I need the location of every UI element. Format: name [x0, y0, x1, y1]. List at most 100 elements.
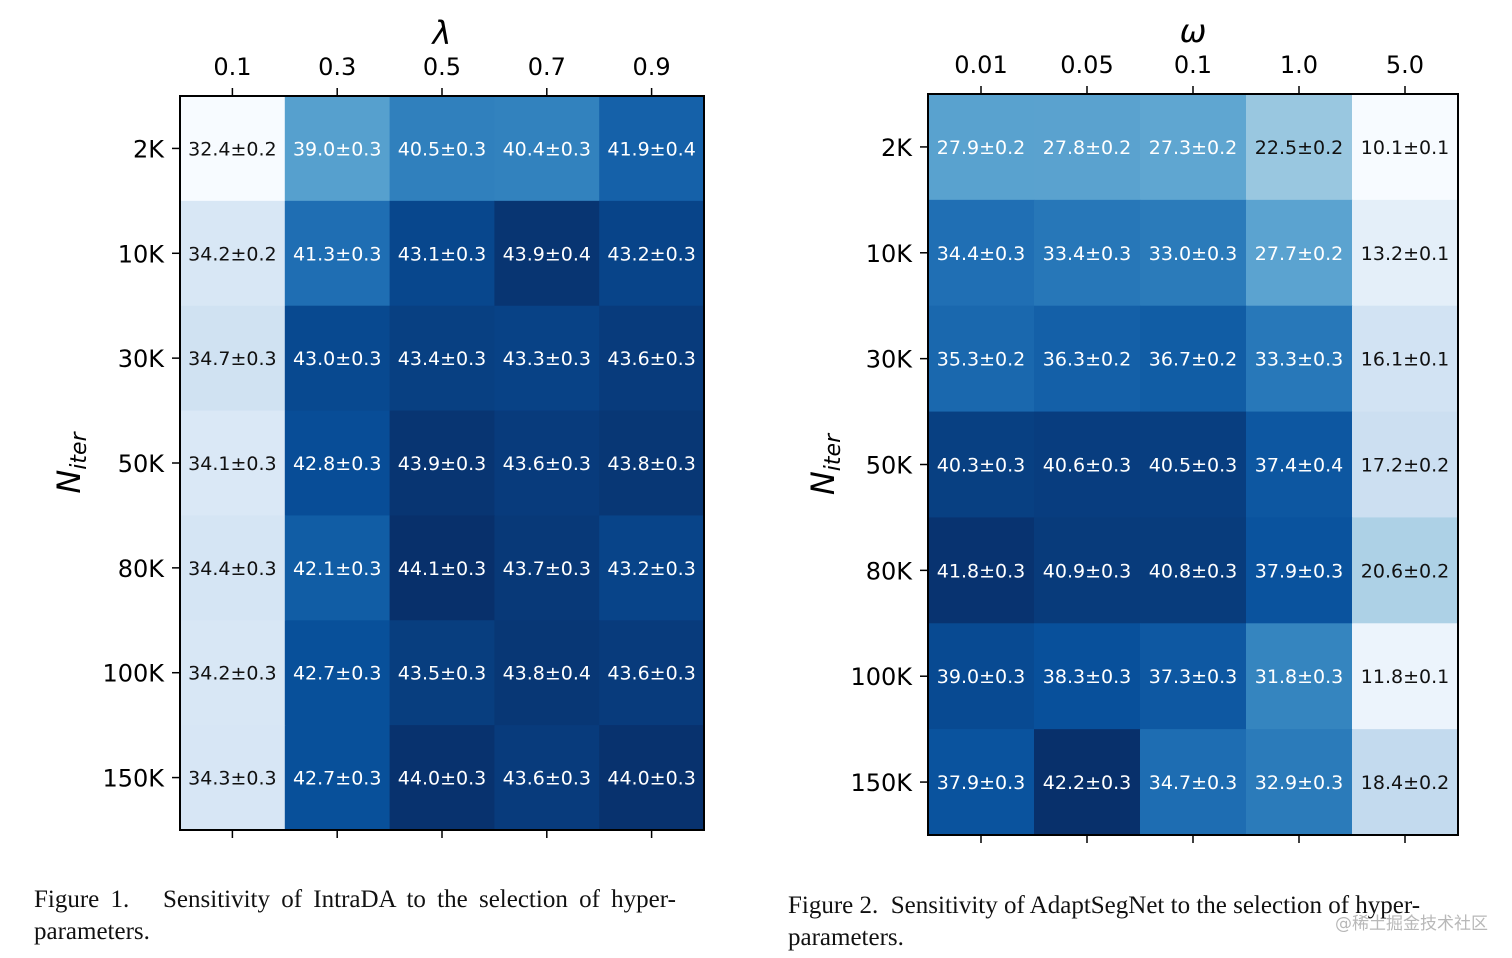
heatmap-cell: [1246, 517, 1353, 624]
heatmap-cell: [928, 517, 1035, 624]
cell-label: 32.9±0.3: [1255, 772, 1343, 794]
heatmap-cell: [928, 199, 1035, 307]
heatmap-cell: [1140, 729, 1247, 836]
cell-label: 41.8±0.3: [937, 560, 1025, 582]
cell-label: 34.7±0.3: [188, 348, 276, 370]
heatmap-cell: [599, 96, 705, 202]
cell-label: 42.7±0.3: [293, 663, 381, 685]
heatmap-cell: [389, 620, 495, 726]
cell-label: 43.5±0.3: [398, 663, 486, 685]
heatmap-cell: [494, 620, 600, 726]
heatmap-cell: [180, 620, 286, 726]
cell-label: 44.0±0.3: [398, 768, 486, 790]
heatmap-cell: [1140, 623, 1247, 730]
heatmap-cell: [180, 515, 286, 621]
heatmap-cell: [1246, 305, 1353, 413]
cell-label: 40.9±0.3: [1043, 560, 1131, 582]
cell-label: 43.3±0.3: [503, 348, 591, 370]
y-tick-label: 10K: [866, 240, 914, 268]
heatmap-cell: [494, 410, 600, 516]
heatmap-cell: [1246, 623, 1353, 730]
heatmap-cell: [1034, 517, 1141, 624]
heatmap-cell: [1034, 94, 1141, 201]
cell-label: 18.4±0.2: [1361, 772, 1449, 794]
heatmap-cell: [1352, 517, 1459, 624]
cell-label: 34.4±0.3: [188, 558, 276, 580]
heatmap-cell: [284, 410, 391, 516]
heatmap-cell: [180, 200, 286, 307]
heatmap-cell: [284, 725, 391, 831]
heatmap-cell: [389, 305, 495, 412]
heatmap-cell: [494, 305, 600, 412]
heatmap-cell: [1034, 729, 1141, 836]
cell-label: 39.0±0.3: [937, 666, 1025, 688]
cell-label: 17.2±0.2: [1361, 455, 1449, 477]
x-axis-title: ω: [1180, 12, 1207, 50]
cell-label: 41.3±0.3: [293, 243, 381, 265]
heatmap-cell: [1352, 623, 1459, 730]
watermark: @稀土掘金技术社区: [1335, 914, 1488, 934]
heatmap-cell: [389, 725, 495, 831]
heatmap-cell: [389, 96, 495, 202]
y-tick-label: 100K: [102, 660, 165, 688]
cell-label: 44.1±0.3: [398, 558, 486, 580]
heatmap-cell: [180, 410, 286, 516]
cell-label: 42.7±0.3: [293, 768, 381, 790]
heatmap-cell: [1352, 411, 1459, 518]
cell-label: 43.8±0.4: [503, 663, 591, 685]
y-tick-label: 50K: [118, 450, 166, 478]
heatmap-cell: [180, 305, 286, 412]
cell-label: 34.4±0.3: [937, 243, 1025, 265]
heatmap-cell: [284, 305, 391, 412]
heatmap-cell: [389, 515, 495, 621]
heatmap-cell: [1352, 94, 1459, 201]
y-axis-title: Niter: [804, 432, 846, 495]
cell-label: 43.6±0.3: [503, 453, 591, 475]
y-axis-title-base: N: [50, 470, 88, 494]
heatmap-cell: [1140, 305, 1247, 413]
heatmap-intrada: 32.4±0.2 39.0±0.3 40.5±0.3 40.4±0.3 41.9±0.4…: [50, 14, 705, 838]
cell-label: 33.0±0.3: [1149, 243, 1237, 265]
cell-label: 43.2±0.3: [607, 243, 695, 265]
x-tick-label: 0.3: [318, 53, 356, 81]
y-tick-label: 10K: [118, 240, 166, 268]
cell-label: 11.8±0.1: [1361, 666, 1449, 688]
heatmap-cell: [599, 725, 705, 831]
cell-label: 36.3±0.2: [1043, 349, 1131, 371]
heatmap-cell: [1352, 305, 1459, 413]
heatmap-cell: [494, 725, 600, 831]
x-tick-label: 0.7: [528, 53, 566, 81]
heatmap-cell: [284, 620, 391, 726]
cell-label: 41.9±0.4: [607, 138, 695, 160]
y-tick-label: 100K: [850, 663, 913, 691]
y-axis-title-base: N: [804, 471, 842, 495]
cell-label: 43.4±0.3: [398, 348, 486, 370]
figure-2-caption-line2: parameters.: [788, 924, 904, 951]
heatmap-cell: [928, 305, 1035, 413]
cell-label: 40.8±0.3: [1149, 560, 1237, 582]
cell-label: 40.4±0.3: [503, 138, 591, 160]
heatmap-cell: [928, 729, 1035, 836]
heatmap-cell: [1140, 517, 1247, 624]
cell-label: 43.7±0.3: [503, 558, 591, 580]
x-axis-title: λ: [431, 14, 452, 52]
heatmap-cell: [494, 200, 600, 307]
heatmap-cell: [1034, 199, 1141, 307]
cell-label: 36.7±0.2: [1149, 349, 1237, 371]
cell-label: 27.7±0.2: [1255, 243, 1343, 265]
cell-label: 31.8±0.3: [1255, 666, 1343, 688]
cell-label: 34.2±0.3: [188, 663, 276, 685]
x-tick-label: 1.0: [1280, 51, 1318, 79]
y-axis-title: Niter: [50, 430, 92, 493]
y-tick-label: 2K: [881, 134, 913, 162]
cell-label: 43.1±0.3: [398, 243, 486, 265]
y-axis-title-subscript: iter: [821, 432, 846, 471]
cell-label: 43.6±0.3: [607, 663, 695, 685]
cell-label: 43.9±0.3: [398, 453, 486, 475]
heatmap-cell: [494, 515, 600, 621]
cell-label: 32.4±0.2: [188, 138, 276, 160]
heatmap-cell: [389, 410, 495, 516]
heatmap-cell: [1246, 411, 1353, 518]
x-tick-label: 0.5: [423, 53, 461, 81]
y-tick-label: 150K: [850, 769, 913, 797]
